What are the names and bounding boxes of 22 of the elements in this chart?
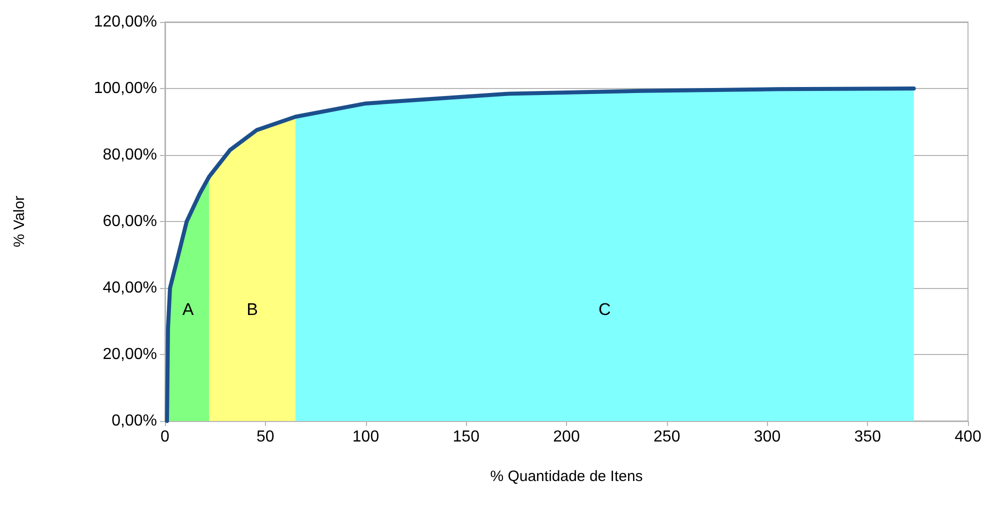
y-tick-label: 0,00% xyxy=(112,412,157,430)
x-tick-label: 400 xyxy=(954,428,982,446)
y-axis-title: % Valor xyxy=(11,196,28,248)
y-tick-label: 80,00% xyxy=(102,146,157,164)
y-tick-label: 20,00% xyxy=(102,346,157,363)
x-tick-label: 0 xyxy=(160,428,170,446)
annotation: A xyxy=(182,300,194,319)
x-tick-label: 300 xyxy=(754,428,781,446)
y-tick-label: 40,00% xyxy=(102,280,157,296)
x-tick-label: 250 xyxy=(654,428,680,446)
y-tick-label: 60,00% xyxy=(102,213,157,230)
x-tick-label: 150 xyxy=(452,428,480,446)
x-tick-label: 350 xyxy=(854,428,882,446)
y-tick-label: 100,00% xyxy=(94,80,157,97)
annotation: B xyxy=(246,300,258,319)
x-axis-title: % Quantidade de Itens xyxy=(490,468,643,485)
x-tick-label: 200 xyxy=(553,428,580,446)
x-tick-label: 50 xyxy=(256,428,274,446)
line-series xyxy=(165,86,916,423)
x-tick-label: 100 xyxy=(352,428,380,446)
annotation: C xyxy=(598,300,611,319)
y-tick-label: 120,00% xyxy=(94,14,157,30)
